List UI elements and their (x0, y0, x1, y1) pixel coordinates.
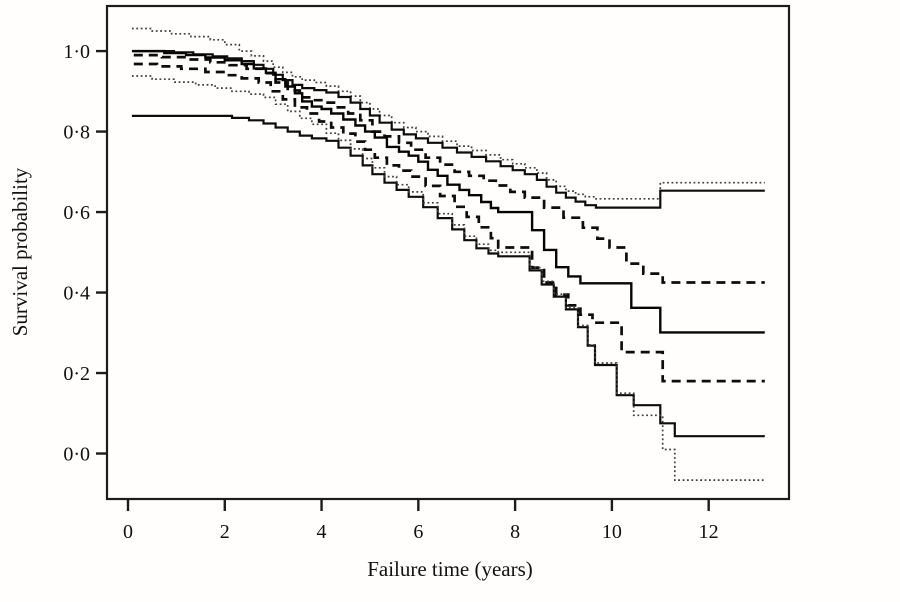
x-axis-title: Failure time (years) (367, 557, 533, 581)
curve-lower-confidence-band-dotted (131, 75, 765, 481)
axis-tick-labels: 0 2 4 6 8 10 12 0·0 0·2 0·4 0·6 0·8 1·0 (63, 41, 718, 543)
survival-curves (131, 27, 765, 481)
y-tick-label: 0·8 (63, 122, 90, 144)
y-tick-label: 1·0 (63, 41, 90, 63)
curve-upper-confidence-limit-dashed (133, 53, 765, 284)
x-tick-label: 12 (699, 521, 719, 543)
y-tick-label: 0·6 (63, 202, 90, 224)
y-axis-title: Survival probability (8, 167, 32, 336)
plot-frame (105, 4, 791, 501)
axis-tick-marks (96, 49, 710, 511)
x-tick-label: 10 (602, 521, 622, 543)
curve-lower-confidence-limit-dashed (133, 62, 765, 383)
x-tick-label: 0 (123, 521, 133, 543)
x-tick-label: 6 (413, 521, 423, 543)
y-tick-label: 0·2 (63, 363, 90, 385)
curve-upper-confidence-band-dotted (131, 27, 765, 200)
y-tick-label: 0·4 (63, 283, 90, 305)
curve-upper-confidence-band-solid (131, 50, 765, 209)
x-tick-label: 4 (317, 521, 327, 543)
x-tick-label: 2 (220, 521, 230, 543)
y-tick-label: 0·0 (63, 444, 90, 466)
curve-survival-estimate-solid (132, 49, 765, 334)
x-tick-label: 8 (510, 521, 520, 543)
